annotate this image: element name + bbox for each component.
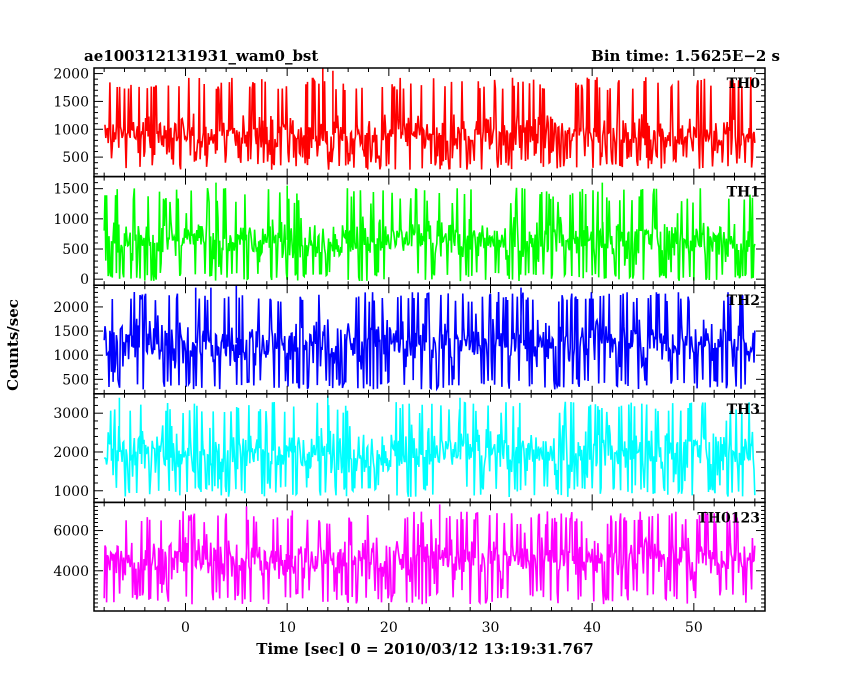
series-th3	[103, 395, 756, 498]
y-tick-label: 1500	[53, 94, 89, 110]
panel-th1: 0 500 1000 1500 TH1	[53, 175, 766, 288]
series-th2	[103, 285, 756, 392]
panel-name-label: TH0123	[697, 510, 760, 526]
y-tick-label: 500	[62, 150, 89, 166]
y-tick-label: 3000	[53, 406, 89, 422]
y-tick-label: 0	[80, 272, 89, 288]
y-tick-label: 6000	[53, 524, 89, 540]
y-tick-label: 1000	[53, 348, 89, 364]
figure-left-title: ae100312131931_wam0_bst	[84, 47, 318, 65]
x-tick-label: 20	[380, 620, 398, 636]
x-axis-label: Time [sec] 0 = 2010/03/12 13:19:31.767	[256, 640, 593, 658]
y-tick-label: 1000	[53, 212, 89, 228]
y-tick-label: 500	[62, 372, 89, 388]
x-tick-label: 10	[278, 620, 296, 636]
x-tick-label: 30	[482, 620, 500, 636]
panel-name-label: TH3	[727, 402, 760, 418]
x-axis: 0 10 20 30 40 50	[181, 620, 703, 636]
x-tick-label: 0	[181, 620, 190, 636]
panel-name-label: TH2	[727, 293, 760, 309]
panel-th2: 500 1000 1500 2000 TH2	[53, 284, 766, 395]
panel-name-label: TH1	[727, 185, 760, 201]
y-tick-label: 500	[62, 242, 89, 258]
y-tick-label: 2000	[53, 445, 89, 461]
panel-th0: 500 1000 1500 2000 TH0	[53, 67, 766, 178]
panels: 500 1000 1500 2000 TH0 0 500 1000 1500 TH1 500 1000…	[53, 67, 766, 612]
x-tick-label: 40	[583, 620, 601, 636]
panel-name-label: TH0	[727, 76, 761, 92]
y-tick-label: 2000	[53, 300, 89, 316]
y-tick-label: 4000	[53, 564, 89, 580]
y-tick-label: 1500	[53, 182, 89, 198]
x-tick-label: 50	[685, 620, 703, 636]
y-tick-label: 1000	[53, 484, 89, 500]
y-tick-label: 1000	[53, 122, 89, 138]
series-th0123	[103, 504, 756, 606]
panel-th0123: 4000 6000 TH0123	[53, 501, 766, 612]
series-th0	[104, 68, 756, 170]
series-th1	[103, 182, 756, 282]
panel-th3: 1000 2000 3000 TH3	[53, 393, 766, 504]
y-axis-label: Counts/sec	[4, 299, 22, 391]
y-tick-label: 2000	[53, 67, 89, 83]
figure-right-title: Bin time: 1.5625E−2 s	[591, 47, 780, 65]
y-tick-label: 1500	[53, 324, 89, 340]
